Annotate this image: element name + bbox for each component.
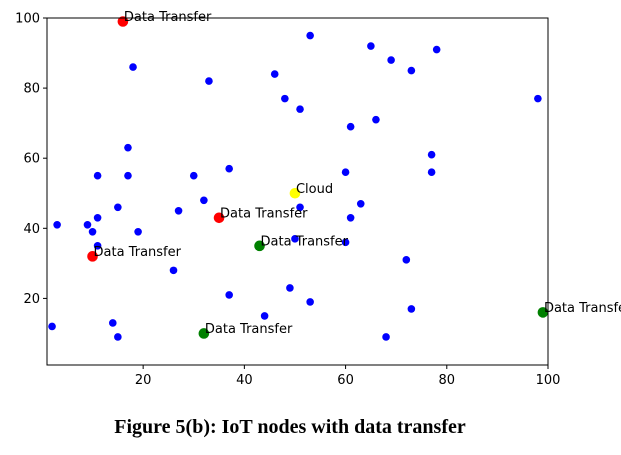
data-point <box>346 122 355 131</box>
data-point <box>402 256 411 264</box>
data-point <box>537 307 549 318</box>
x-tick-label: 60 <box>337 373 354 388</box>
data-point <box>124 171 132 180</box>
data-point <box>189 171 198 180</box>
point-label: Data Transfer <box>205 322 293 337</box>
data-point <box>356 199 365 208</box>
point-label: Data Transfer <box>544 301 621 316</box>
data-point <box>93 171 102 180</box>
data-point <box>200 196 208 205</box>
data-point <box>382 333 390 341</box>
data-point <box>306 298 314 306</box>
points-layer <box>48 16 549 341</box>
data-point <box>291 235 299 243</box>
data-point <box>407 305 416 313</box>
labels-layer: Data Transfer Data Transfer Data Transfer D… <box>94 10 621 337</box>
data-point <box>53 220 61 229</box>
data-point <box>213 212 225 224</box>
data-point <box>427 150 436 159</box>
data-point <box>114 333 122 341</box>
data-point <box>205 77 213 85</box>
data-point <box>83 220 92 229</box>
data-point <box>174 206 183 215</box>
plot-frame <box>46 17 549 366</box>
x-tick-label: 100 <box>536 373 561 388</box>
figure-caption: Figure 5(b): IoT nodes with data transfe… <box>114 416 466 438</box>
data-point <box>427 168 436 177</box>
x-tick-label: 20 <box>135 373 152 388</box>
data-point <box>87 251 98 262</box>
data-point <box>225 164 233 173</box>
data-point <box>117 16 129 27</box>
data-point <box>432 45 441 54</box>
data-point <box>88 228 97 236</box>
data-point <box>93 242 102 250</box>
data-point <box>134 228 142 236</box>
point-label: Data Transfer <box>261 234 349 249</box>
data-point <box>289 187 301 199</box>
x-tick-label: 80 <box>439 373 456 388</box>
y-tick-label: 100 <box>15 12 40 27</box>
data-point <box>387 56 395 64</box>
point-label: Data Transfer <box>220 206 308 221</box>
data-point <box>372 115 380 124</box>
data-point <box>254 240 265 252</box>
y-tick-label: 80 <box>23 82 40 97</box>
point-label: Data Transfer <box>94 245 182 260</box>
data-point <box>114 203 122 212</box>
y-tick-label: 20 <box>23 292 40 307</box>
data-point <box>306 31 314 40</box>
data-point <box>225 291 233 299</box>
data-point <box>296 203 304 212</box>
data-point <box>93 213 102 222</box>
data-point <box>270 70 279 78</box>
data-point <box>169 266 178 275</box>
data-point <box>296 105 304 113</box>
data-point <box>534 94 542 103</box>
data-point <box>367 42 375 50</box>
data-point <box>129 63 137 71</box>
data-point <box>108 319 117 327</box>
data-point <box>341 168 350 177</box>
data-point <box>341 238 350 247</box>
data-point <box>48 322 56 331</box>
point-label: Cloud <box>296 182 333 197</box>
data-point <box>124 143 132 152</box>
data-point <box>286 284 294 292</box>
data-point <box>198 328 210 339</box>
scatter-plot: Data Transfer Data Transfer Data Transfer D… <box>15 10 621 389</box>
data-point <box>407 66 416 75</box>
y-tick-label: 60 <box>23 152 40 167</box>
ticks-layer: 20 40 60 80 100 20 40 60 80 100 <box>15 12 560 389</box>
x-tick-label: 40 <box>236 373 253 388</box>
data-point <box>346 213 355 222</box>
data-point <box>260 312 269 320</box>
y-tick-label: 40 <box>23 222 40 237</box>
data-point <box>281 94 289 103</box>
